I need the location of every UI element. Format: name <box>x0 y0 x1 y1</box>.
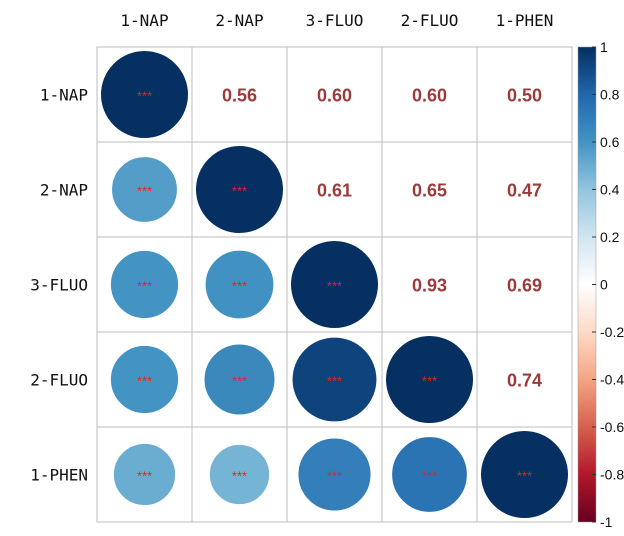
legend-tick-label: -0.8 <box>600 467 624 483</box>
legend-tick-label: -0.4 <box>600 372 624 388</box>
correlation-value: 0.74 <box>507 371 542 391</box>
significance-stars: *** <box>327 469 342 484</box>
row-label: 1-PHEN <box>30 466 88 485</box>
grid-cell <box>381 236 478 333</box>
grid-cell <box>286 141 383 238</box>
grid-cell <box>286 46 383 143</box>
grid-cell <box>476 141 573 238</box>
legend-tick-label: 0.8 <box>600 87 620 103</box>
correlation-value: 0.47 <box>507 181 542 201</box>
significance-stars: *** <box>232 469 247 484</box>
correlation-circle <box>111 156 178 223</box>
correlation-circle <box>109 249 180 320</box>
legend-tick-label: 1 <box>600 39 608 55</box>
correlation-circle <box>391 436 468 513</box>
grid-cell <box>476 46 573 143</box>
correlation-circle <box>100 50 189 139</box>
correlation-value: 0.93 <box>412 276 447 296</box>
correlation-circle <box>195 145 284 234</box>
correlation-circle <box>109 344 180 415</box>
grid-cell <box>191 426 288 523</box>
correlation-value: 0.50 <box>507 86 542 106</box>
column-labels: 1-NAP 2-NAP 3-FLUO 2-FLUO 1-PHEN <box>120 11 553 30</box>
significance-stars: *** <box>232 184 247 199</box>
correlation-circle <box>297 437 372 512</box>
significance-stars: *** <box>137 374 152 389</box>
column-label: 1-PHEN <box>496 11 554 30</box>
grid-cell <box>191 46 288 143</box>
correlation-value: 0.60 <box>412 86 447 106</box>
color-legend: 1 0.8 0.6 0.4 0.2 0 -0.2 -0.4 -0.6 -0.8 -1 <box>577 39 624 530</box>
column-label: 2-NAP <box>215 11 263 30</box>
grid-cell <box>381 46 478 143</box>
correlation-circle <box>480 430 569 519</box>
legend-tick-label: 0.2 <box>600 229 620 245</box>
column-label: 3-FLUO <box>306 11 364 30</box>
row-label: 3-FLUO <box>30 276 88 295</box>
grid-cell <box>476 236 573 333</box>
correlation-circle <box>203 343 276 416</box>
significance-stars: *** <box>137 89 152 104</box>
correlation-circle <box>208 443 271 506</box>
correlation-value: 0.69 <box>507 276 542 296</box>
significance-stars: *** <box>422 374 437 389</box>
correlation-circle <box>290 240 379 329</box>
significance-stars: *** <box>137 184 152 199</box>
legend-tick-label: 0.4 <box>600 182 620 198</box>
legend-tick-label: 0 <box>600 277 608 293</box>
correlation-value: 0.56 <box>222 86 257 106</box>
grid-cell <box>476 331 573 428</box>
significance-stars: *** <box>137 469 152 484</box>
legend-tick-label: 0.6 <box>600 134 620 150</box>
correlation-value: 0.65 <box>412 181 447 201</box>
row-labels: 1-NAP 2-NAP 3-FLUO 2-FLUO 1-PHEN <box>30 86 88 485</box>
legend-tick-label: -0.2 <box>600 324 624 340</box>
correlation-value: 0.60 <box>317 86 352 106</box>
significance-stars: *** <box>232 279 247 294</box>
correlation-circle <box>385 335 474 424</box>
significance-stars: *** <box>517 469 532 484</box>
column-label: 2-FLUO <box>401 11 459 30</box>
significance-stars: *** <box>422 469 437 484</box>
row-label: 1-NAP <box>40 86 88 105</box>
significance-stars: *** <box>327 279 342 294</box>
correlation-circle <box>291 336 378 423</box>
column-label: 1-NAP <box>120 11 168 30</box>
legend-tick-label: -0.6 <box>600 419 624 435</box>
correlation-circle <box>112 442 177 507</box>
legend-tick-label: -1 <box>600 514 613 530</box>
row-label: 2-FLUO <box>30 371 88 390</box>
row-label: 2-NAP <box>40 181 88 200</box>
matrix-cells: *** 0.56 0.60 0.60 0.50 *** *** 0.61 0.65 0.47 ***… <box>100 50 569 519</box>
significance-stars: *** <box>327 374 342 389</box>
correlation-circle <box>204 249 275 320</box>
correlation-value: 0.61 <box>317 181 352 201</box>
significance-stars: *** <box>232 374 247 389</box>
significance-stars: *** <box>137 279 152 294</box>
